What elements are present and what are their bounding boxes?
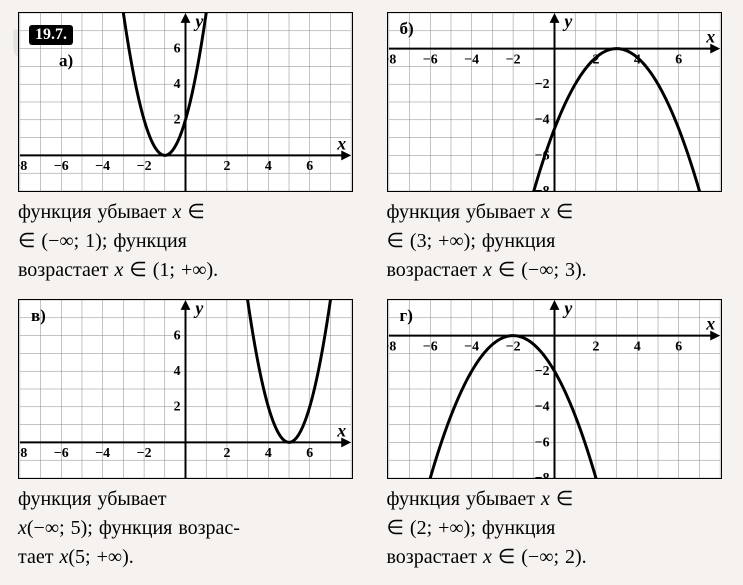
svg-text:2: 2 xyxy=(223,158,230,173)
svg-text:x: x xyxy=(705,27,715,47)
svg-text:y: y xyxy=(193,300,203,318)
subletter-v: в) xyxy=(31,306,46,326)
svg-text:4: 4 xyxy=(633,338,640,353)
plot-g: −8 −6 −4 −2 2 4 6 −2 −4 −6 −8 y x xyxy=(388,300,721,478)
panel-v: в) −8−6−4−2246246yx функция убывает x(−∞… xyxy=(18,299,353,572)
svg-text:−6: −6 xyxy=(534,434,549,449)
svg-text:−6: −6 xyxy=(54,445,69,460)
svg-text:2: 2 xyxy=(592,338,599,353)
chart-a: 19.7. а) −8−6−4−2246246yx xyxy=(18,12,353,192)
svg-text:6: 6 xyxy=(306,158,313,173)
caption-a: функция убывает x ∈ ∈ (−∞; 1); функция в… xyxy=(18,198,353,285)
chart-v: в) −8−6−4−2246246yx xyxy=(18,299,353,479)
svg-text:y: y xyxy=(562,13,572,31)
plot-b: −8−6−4−2246−2−4−6−8yx xyxy=(388,13,721,191)
svg-text:x: x xyxy=(336,133,346,153)
subletter-a: а) xyxy=(59,51,73,71)
svg-text:y: y xyxy=(562,300,572,318)
svg-text:−2: −2 xyxy=(137,158,152,173)
svg-text:−8: −8 xyxy=(388,51,396,66)
svg-text:4: 4 xyxy=(174,76,181,91)
svg-text:−2: −2 xyxy=(534,363,549,378)
svg-text:−4: −4 xyxy=(464,51,479,66)
svg-text:−4: −4 xyxy=(534,112,549,127)
panel-b: б) −8−6−4−2246−2−4−6−8yx функция убывает… xyxy=(387,12,722,285)
svg-text:−6: −6 xyxy=(422,51,437,66)
svg-text:−8: −8 xyxy=(19,158,27,173)
chart-b: б) −8−6−4−2246−2−4−6−8yx xyxy=(387,12,722,192)
svg-text:2: 2 xyxy=(174,112,181,127)
problem-number-badge: 19.7. xyxy=(29,25,73,45)
panel-g: г) −8 −6 −4 −2 2 4 6 −2 −4 −6 −8 y x функция убывает… xyxy=(387,299,722,572)
svg-text:−4: −4 xyxy=(464,338,479,353)
svg-text:−6: −6 xyxy=(54,158,69,173)
svg-text:6: 6 xyxy=(675,51,682,66)
panel-a: 19.7. а) −8−6−4−2246246yx функция убывае… xyxy=(18,12,353,285)
svg-text:−4: −4 xyxy=(95,445,110,460)
subletter-b: б) xyxy=(400,19,414,39)
svg-text:x: x xyxy=(336,420,346,440)
svg-text:6: 6 xyxy=(675,338,682,353)
caption-g: функция убывает x ∈ ∈ (2; +∞); функция в… xyxy=(387,485,722,572)
svg-text:2: 2 xyxy=(223,445,230,460)
svg-text:−4: −4 xyxy=(95,158,110,173)
svg-text:4: 4 xyxy=(265,158,272,173)
svg-text:−8: −8 xyxy=(534,470,549,478)
subletter-g: г) xyxy=(400,306,413,326)
svg-text:−2: −2 xyxy=(137,445,152,460)
svg-text:−2: −2 xyxy=(505,338,520,353)
svg-text:2: 2 xyxy=(174,399,181,414)
caption-b: функция убывает x ∈ ∈ (3; +∞); функция в… xyxy=(387,198,722,285)
svg-text:−4: −4 xyxy=(534,399,549,414)
chart-g: г) −8 −6 −4 −2 2 4 6 −2 −4 −6 −8 y x xyxy=(387,299,722,479)
svg-text:x: x xyxy=(705,314,715,334)
svg-text:y: y xyxy=(193,13,203,31)
plot-v: −8−6−4−2246246yx xyxy=(19,300,352,478)
svg-text:4: 4 xyxy=(265,445,272,460)
svg-text:4: 4 xyxy=(174,363,181,378)
svg-text:6: 6 xyxy=(174,328,181,343)
caption-v: функция убывает x(−∞; 5); функция возрас… xyxy=(18,485,353,572)
svg-text:6: 6 xyxy=(306,445,313,460)
svg-text:6: 6 xyxy=(174,41,181,56)
svg-text:−8: −8 xyxy=(19,445,27,460)
svg-text:−8: −8 xyxy=(388,338,396,353)
svg-text:−2: −2 xyxy=(534,76,549,91)
problem-grid: 19.7. а) −8−6−4−2246246yx функция убывае… xyxy=(18,12,725,572)
svg-text:−6: −6 xyxy=(422,338,437,353)
svg-text:−2: −2 xyxy=(505,51,520,66)
